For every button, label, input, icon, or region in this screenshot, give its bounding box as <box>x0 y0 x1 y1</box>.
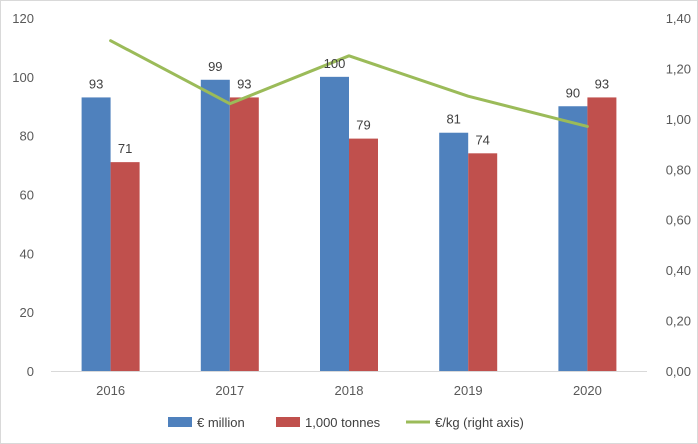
y-left-tick-label: 100 <box>12 70 34 85</box>
legend-label: €/kg (right axis) <box>435 415 524 430</box>
y-left-tick-label: 20 <box>20 305 34 320</box>
y-left-tick-label: 40 <box>20 246 34 261</box>
data-label: 93 <box>595 76 609 91</box>
series-line <box>109 39 589 128</box>
y-right-tick-label: 1,00 <box>666 112 691 127</box>
x-tick-label: 2017 <box>215 383 244 398</box>
data-label: 74 <box>475 132 489 147</box>
legend-swatch <box>276 417 300 427</box>
data-label: 93 <box>237 76 251 91</box>
y-left-tick-label: 60 <box>20 188 34 203</box>
bar <box>468 153 498 371</box>
data-label: 90 <box>566 85 580 100</box>
x-tick-label: 2016 <box>96 383 125 398</box>
y-left-tick-label: 120 <box>12 11 34 26</box>
x-tick-label: 2018 <box>335 383 364 398</box>
bar <box>587 97 617 372</box>
x-tick-label: 2019 <box>454 383 483 398</box>
data-label: 71 <box>118 141 132 156</box>
y-right-tick-label: 0,40 <box>666 263 691 278</box>
legend-swatch <box>168 417 192 427</box>
bar <box>81 97 111 372</box>
y-right-tick-label: 0,00 <box>666 364 691 379</box>
legend-label: € million <box>197 415 245 430</box>
data-label: 93 <box>89 76 103 91</box>
data-label: 79 <box>356 118 370 133</box>
bar <box>110 162 140 371</box>
bar <box>558 106 588 371</box>
y-right-tick-label: 0,60 <box>666 213 691 228</box>
y-right-tick-label: 0,20 <box>666 314 691 329</box>
bar <box>439 132 469 371</box>
data-label: 100 <box>324 56 346 71</box>
y-right-tick-label: 1,20 <box>666 61 691 76</box>
bar <box>200 79 230 372</box>
data-label: 99 <box>208 59 222 74</box>
bar <box>229 97 259 372</box>
bar <box>320 76 349 371</box>
legend-label: 1,000 tonnes <box>305 415 381 430</box>
bar <box>349 138 378 371</box>
data-label: 81 <box>446 112 460 127</box>
y-left-tick-label: 0 <box>27 364 34 379</box>
y-right-tick-label: 1,40 <box>666 11 691 26</box>
y-left-tick-label: 80 <box>20 129 34 144</box>
x-tick-label: 2020 <box>573 383 602 398</box>
y-right-tick-label: 0,80 <box>666 162 691 177</box>
